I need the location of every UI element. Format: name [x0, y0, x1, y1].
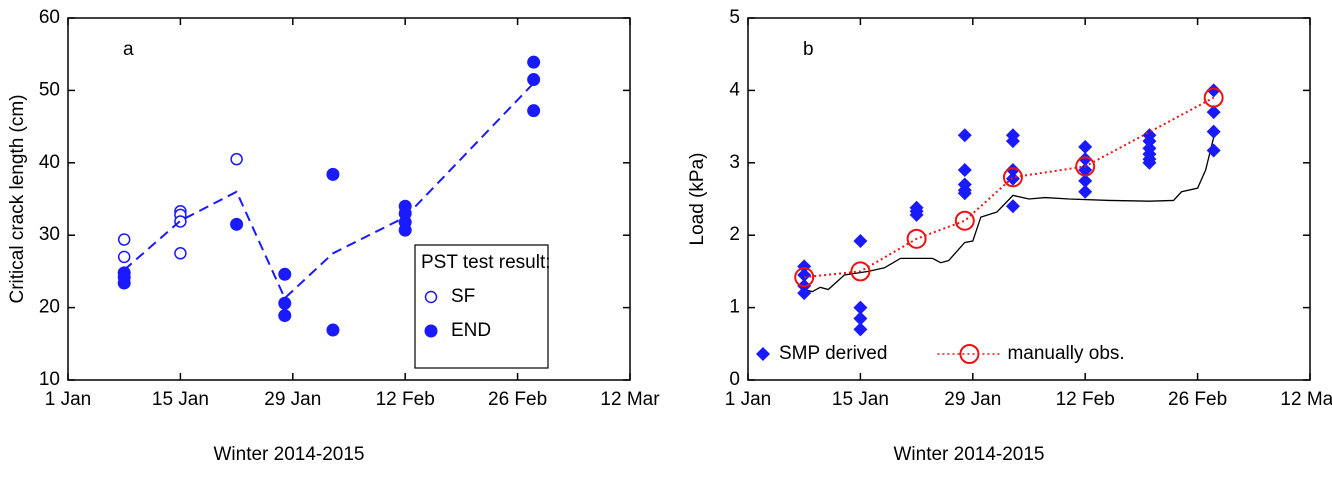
y-tick-label: 60 — [39, 7, 60, 28]
circle-marker — [424, 324, 438, 338]
circle-marker — [278, 267, 292, 281]
circle-marker — [278, 296, 292, 310]
x-tick-label: 26 Feb — [1168, 389, 1227, 410]
y-tick-label: 20 — [39, 297, 60, 318]
circle-marker — [117, 276, 131, 290]
circle-marker — [326, 323, 340, 337]
diamond-marker — [797, 268, 812, 283]
circle-marker — [959, 344, 980, 364]
diamond-marker — [853, 311, 868, 326]
y-tick-label: 50 — [39, 79, 60, 100]
legend-label: END — [451, 320, 491, 341]
y-axis-label: Critical crack length (cm) — [7, 94, 28, 303]
diamond-marker — [1005, 134, 1020, 149]
x-tick-label: 1 Jan — [45, 389, 91, 410]
x-tick-label: 26 Feb — [488, 389, 547, 410]
circle-marker — [326, 167, 340, 181]
circle-marker — [527, 55, 541, 69]
diamond-marker — [909, 207, 924, 222]
diamond-marker — [1078, 173, 1093, 188]
x-tick-label: 12 Feb — [376, 389, 435, 410]
series-line — [804, 137, 1215, 293]
circle-marker — [1075, 156, 1096, 177]
panel-label: a — [123, 39, 134, 60]
series-line — [123, 82, 535, 300]
x-tick-label: 12 Mar — [1280, 389, 1332, 410]
circle-marker — [230, 217, 244, 231]
diamond-marker — [1206, 83, 1221, 98]
series-line — [804, 96, 1215, 279]
plot-frame — [747, 17, 1311, 381]
x-tick-label: 15 Jan — [832, 389, 889, 410]
y-tick-label: 5 — [729, 7, 740, 28]
diamond-marker — [957, 128, 972, 143]
legend-title: PST test result: — [421, 252, 551, 273]
diamond-marker — [797, 286, 812, 301]
circle-marker — [794, 267, 815, 288]
x-axis-label: Winter 2014-2015 — [893, 444, 1044, 465]
diamond-marker — [853, 300, 868, 315]
diamond-marker — [1078, 163, 1093, 178]
circle-marker — [398, 223, 412, 237]
x-tick-label: 15 Jan — [152, 389, 209, 410]
circle-marker — [850, 261, 871, 282]
x-tick-label: 29 Jan — [944, 389, 1001, 410]
circle-marker — [278, 309, 292, 323]
diamond-marker — [1206, 105, 1221, 120]
x-tick-label: 12 Feb — [1056, 389, 1115, 410]
y-tick-label: 30 — [39, 224, 60, 245]
legend-label: SF — [451, 286, 475, 307]
diamond-marker — [957, 186, 972, 201]
legend-label: SMP derived — [779, 343, 887, 364]
circle-marker — [230, 152, 243, 166]
diamond-marker — [1206, 143, 1221, 158]
x-tick-label: 29 Jan — [264, 389, 321, 410]
x-tick-label: 1 Jan — [725, 389, 771, 410]
circle-marker — [1002, 167, 1023, 188]
circle-marker — [117, 250, 131, 264]
y-tick-label: 2 — [729, 224, 740, 245]
y-tick-label: 4 — [729, 79, 740, 100]
diamond-marker — [1078, 152, 1093, 167]
diamond-marker — [1078, 184, 1093, 199]
circle-marker — [527, 104, 541, 118]
y-tick-label: 1 — [729, 297, 740, 318]
circle-marker — [906, 228, 927, 249]
y-tick-label: 10 — [39, 369, 60, 390]
diamond-marker — [756, 347, 770, 361]
diamond-marker — [1005, 171, 1020, 186]
circle-marker — [1203, 87, 1224, 108]
diamond-marker — [1005, 199, 1020, 214]
circle-marker — [954, 210, 975, 231]
x-tick-label: 12 Mar — [600, 389, 660, 410]
diamond-marker — [1005, 163, 1020, 178]
diamond-marker — [1078, 139, 1093, 154]
legend-label: manually obs. — [1007, 343, 1124, 364]
diamond-marker — [853, 322, 868, 337]
plot-frame — [67, 17, 631, 381]
x-axis-label: Winter 2014-2015 — [213, 444, 364, 465]
diamond-marker — [1142, 155, 1157, 170]
y-tick-label: 40 — [39, 152, 60, 173]
panel-label: b — [803, 39, 814, 60]
diamond-marker — [1206, 124, 1221, 139]
y-tick-label: 0 — [729, 369, 740, 390]
diamond-marker — [957, 163, 972, 178]
diamond-marker — [1142, 134, 1157, 149]
diamond-marker — [853, 233, 868, 248]
y-tick-label: 3 — [729, 152, 740, 173]
y-axis-label: Load (kPa) — [687, 153, 708, 246]
legend-box — [414, 244, 549, 369]
circle-marker — [424, 290, 438, 304]
circle-marker — [527, 73, 541, 87]
circle-marker — [117, 233, 131, 246]
circle-marker — [174, 247, 187, 260]
